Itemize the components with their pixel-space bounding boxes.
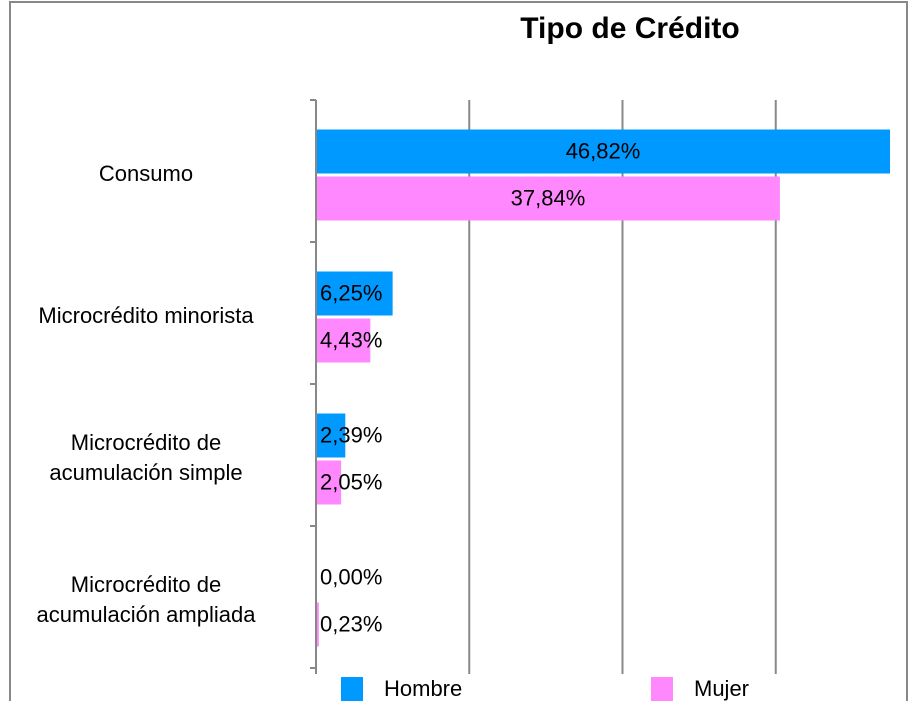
bar xyxy=(317,460,342,505)
value-label: 4,43% xyxy=(320,327,382,352)
value-label: 37,84% xyxy=(511,185,586,210)
bar xyxy=(317,413,346,458)
value-label: 2,39% xyxy=(320,422,382,447)
y-tick-label: Consumo xyxy=(99,161,193,186)
value-label: 2,05% xyxy=(320,469,382,494)
value-label: 6,25% xyxy=(320,280,382,305)
bar xyxy=(317,129,891,174)
value-label: 0,23% xyxy=(320,611,382,636)
legend-swatch xyxy=(341,677,363,701)
bar xyxy=(317,318,371,363)
legend-label: Mujer xyxy=(694,676,749,701)
y-tick-label: Microcrédito de acumulación simple xyxy=(49,430,242,485)
y-tick-label: Microcrédito minorista xyxy=(38,303,254,328)
bar xyxy=(317,176,780,221)
bar xyxy=(317,271,393,316)
legend-label: Hombre xyxy=(384,676,462,701)
legend-swatch xyxy=(651,677,673,701)
value-label: 46,82% xyxy=(566,138,641,163)
chart-frame xyxy=(9,1,908,701)
value-label: 0,00% xyxy=(320,564,382,589)
bar xyxy=(317,602,319,647)
y-tick-label: Microcrédito de acumulación ampliada xyxy=(37,572,257,627)
chart-title: Tipo de Crédito xyxy=(520,12,739,45)
